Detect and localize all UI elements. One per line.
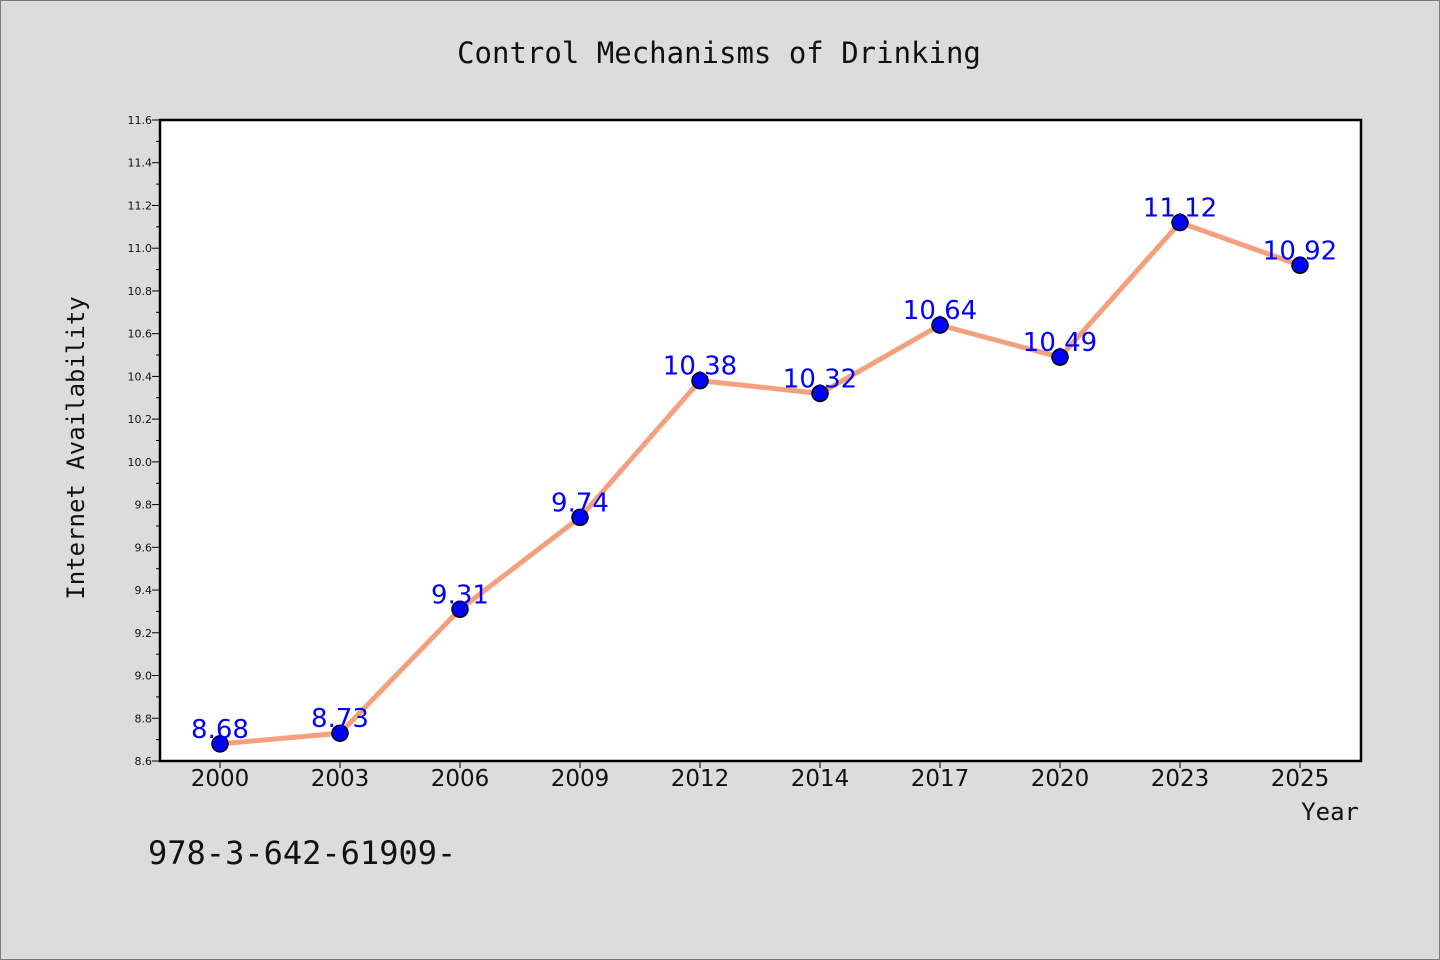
data-label: 8.73 bbox=[311, 704, 369, 734]
x-tick-label: 2006 bbox=[431, 766, 490, 792]
x-axis: 2000 2003 2006 2009 2012 2014 2017 2020 2023 2025 bbox=[191, 761, 1330, 792]
y-tick-label: 11.2 bbox=[128, 199, 153, 212]
y-tick-label: 8.6 bbox=[135, 755, 153, 768]
x-axis-label: Year bbox=[1301, 798, 1359, 826]
data-label: 10.92 bbox=[1263, 236, 1337, 266]
y-tick-label: 10.0 bbox=[128, 456, 153, 469]
data-label: 10.64 bbox=[903, 296, 977, 326]
data-point bbox=[1171, 213, 1189, 232]
y-tick-label: 10.4 bbox=[128, 370, 153, 383]
data-label: 10.32 bbox=[783, 364, 857, 394]
data-point bbox=[451, 600, 469, 619]
data-label: 11.12 bbox=[1143, 194, 1217, 224]
data-label: 10.49 bbox=[1023, 328, 1097, 358]
data-point bbox=[211, 735, 229, 753]
data-point bbox=[1051, 348, 1069, 366]
data-point bbox=[331, 724, 349, 742]
y-tick-label: 8.8 bbox=[135, 712, 153, 725]
x-tick-label: 2014 bbox=[791, 766, 850, 792]
x-tick-label: 2000 bbox=[191, 766, 250, 792]
y-axis-label: Internet Availability bbox=[62, 296, 90, 599]
data-label: 9.74 bbox=[551, 488, 609, 518]
y-tick-label: 10.2 bbox=[128, 413, 153, 426]
data-markers bbox=[211, 213, 1309, 753]
data-label: 10.38 bbox=[663, 352, 737, 382]
data-point bbox=[1291, 256, 1309, 275]
x-tick-label: 2003 bbox=[311, 766, 370, 792]
y-tick-label: 9.0 bbox=[135, 670, 153, 683]
footer-text: 978-3-642-61909- bbox=[148, 834, 456, 872]
data-point bbox=[691, 371, 709, 390]
data-labels: 8.68 8.73 9.31 9.74 10.38 10.32 10.64 10.49 11.1… bbox=[191, 194, 1337, 745]
x-tick-label: 2009 bbox=[551, 766, 610, 792]
data-label: 8.68 bbox=[191, 715, 249, 745]
plot-area bbox=[160, 120, 1361, 761]
y-tick-label: 11.4 bbox=[128, 157, 153, 170]
y-tick-label: 9.8 bbox=[135, 499, 153, 512]
y-tick-label: 10.6 bbox=[128, 328, 153, 341]
y-tick-label: 9.6 bbox=[135, 541, 153, 554]
series-line-group bbox=[217, 220, 1303, 747]
x-tick-label: 2020 bbox=[1031, 766, 1090, 792]
y-tick-label: 11.0 bbox=[128, 242, 153, 255]
y-tick-label: 9.4 bbox=[135, 584, 153, 597]
data-point bbox=[931, 316, 949, 334]
x-tick-label: 2017 bbox=[911, 766, 970, 792]
data-point bbox=[571, 508, 589, 527]
y-tick-label: 9.2 bbox=[135, 627, 153, 640]
plot-border bbox=[158, 118, 1363, 763]
chart-title: Control Mechanisms of Drinking bbox=[457, 36, 981, 70]
data-label: 9.31 bbox=[431, 580, 489, 610]
y-tick-label: 10.8 bbox=[128, 285, 153, 298]
data-point bbox=[811, 384, 829, 403]
x-tick-label: 2012 bbox=[671, 766, 730, 792]
y-axis: 8.6 8.8 9.0 9.2 9.4 9.6 9.8 10.0 10.2 10.4 10.6 10.… bbox=[128, 114, 160, 768]
series-line bbox=[217, 220, 1303, 747]
x-tick-label: 2023 bbox=[1151, 766, 1210, 792]
x-tick-label: 2025 bbox=[1271, 766, 1330, 792]
y-tick-label: 11.6 bbox=[128, 114, 153, 127]
